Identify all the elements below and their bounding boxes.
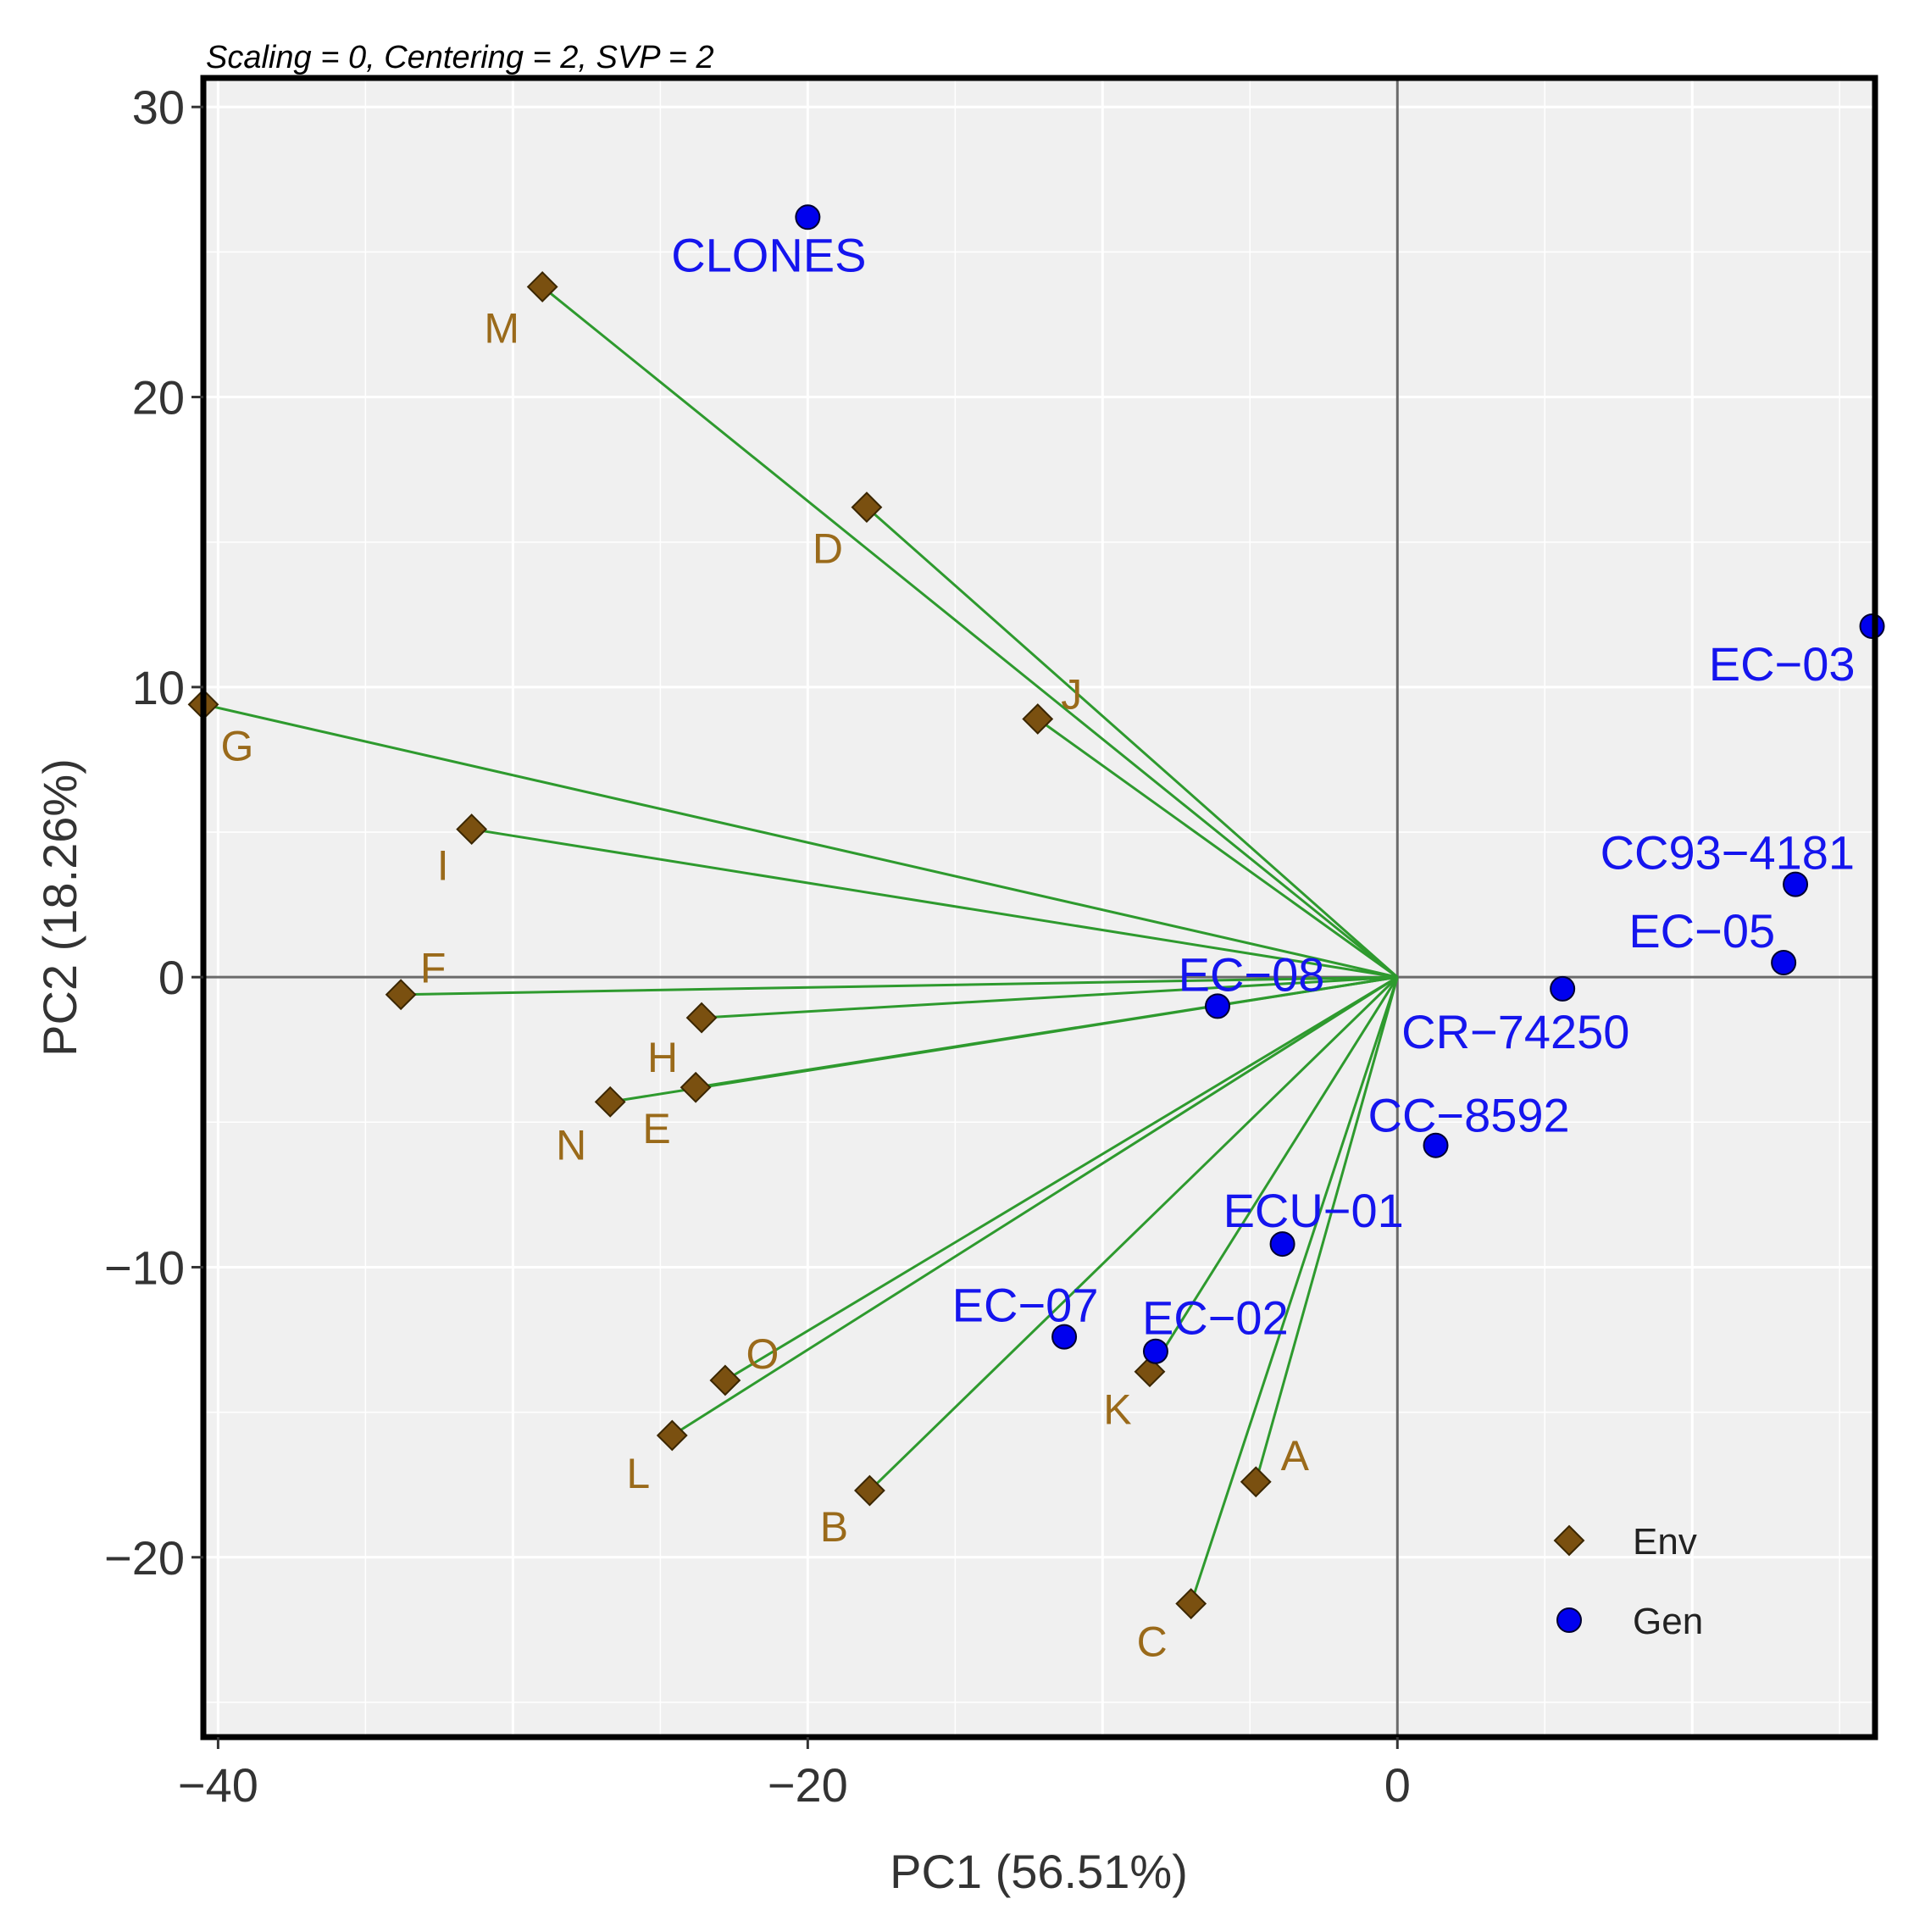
x-tick-label: 0 <box>1384 1758 1411 1812</box>
gen-marker-ec-02 <box>1142 1338 1168 1364</box>
gen-label-cc93-4181: CC93−4181 <box>1601 826 1855 880</box>
plot-panel <box>203 78 1875 1737</box>
env-marker-l <box>656 1419 688 1452</box>
gen-marker-ec-07 <box>1051 1324 1078 1350</box>
env-label-n: N <box>556 1121 586 1169</box>
env-label-f: F <box>420 945 447 992</box>
gen-label-ec-07: EC−07 <box>952 1279 1099 1332</box>
gen-label-clones: CLONES <box>671 228 866 281</box>
env-vector-m <box>541 286 1399 979</box>
y-tick-label: −20 <box>104 1531 185 1585</box>
env-marker-o <box>709 1364 741 1396</box>
y-axis-title: PC2 (18.26%) <box>33 758 86 1057</box>
env-marker-j <box>1022 703 1054 735</box>
env-vector-j <box>1036 718 1399 979</box>
env-label-a: A <box>1281 1432 1310 1480</box>
legend-gen-marker <box>1556 1607 1582 1633</box>
env-label-g: G <box>221 722 254 769</box>
env-label-o: O <box>746 1330 779 1378</box>
point-labels: M D J G I F HE N O L B K A C CLONES EC−03 CC93−4181 EC−05… <box>221 228 1856 1665</box>
y-tick-label: 0 <box>158 951 185 1004</box>
env-label-m: M <box>484 304 519 352</box>
gen-label-ec-03: EC−03 <box>1709 637 1856 691</box>
env-marker-m <box>526 271 558 303</box>
env-label-k: K <box>1103 1386 1131 1434</box>
env-label-e: E <box>642 1105 670 1152</box>
y-tick-label: 10 <box>132 661 185 714</box>
env-vector-i <box>471 828 1398 979</box>
y-tick-label: −10 <box>104 1241 185 1294</box>
env-marker-h <box>685 1002 718 1034</box>
gen-label-ec-05: EC−05 <box>1628 904 1775 958</box>
gen-marker-ec-08 <box>1205 993 1231 1019</box>
env-marker-a <box>1240 1466 1272 1498</box>
env-marker-k <box>1134 1356 1166 1388</box>
env-marker-f <box>385 979 417 1011</box>
env-vector-c <box>1190 976 1399 1605</box>
env-label-l: L <box>626 1450 650 1497</box>
gen-label-ec-02: EC−02 <box>1142 1291 1289 1345</box>
env-vector-n <box>609 975 1398 1103</box>
env-vector-g <box>202 702 1398 979</box>
env-label-b: B <box>820 1503 848 1551</box>
env-vector-o <box>724 975 1399 1382</box>
env-vector-a <box>1254 976 1399 1483</box>
legend: Env Gen <box>1553 1521 1703 1642</box>
env-vector-l <box>671 975 1399 1437</box>
plot-border <box>200 75 1878 1740</box>
env-vector-b <box>868 976 1399 1492</box>
env-vector-k <box>1148 976 1399 1373</box>
env-marker-e <box>680 1071 712 1103</box>
env-label-c: C <box>1137 1618 1168 1666</box>
y-tick-label: 30 <box>132 80 185 134</box>
env-label-i: I <box>437 842 449 890</box>
gen-marker-clones <box>795 204 821 230</box>
gen-marker-ec-05 <box>1771 950 1797 976</box>
env-marker-b <box>854 1474 885 1507</box>
env-marker-n <box>594 1085 626 1118</box>
gen-label-cr-74250: CR−74250 <box>1401 1005 1629 1058</box>
legend-env-marker <box>1553 1524 1585 1557</box>
gen-marker-cr-74250 <box>1550 975 1576 1002</box>
env-marker-d <box>851 491 883 524</box>
zero-reference-lines <box>203 78 1875 1737</box>
env-marker-i <box>456 813 488 845</box>
env-vector-d <box>865 506 1399 979</box>
env-vectors <box>202 286 1399 1605</box>
gen-label-ec-08: EC−08 <box>1179 947 1325 1001</box>
x-axis-title: PC1 (56.51%) <box>890 1845 1188 1898</box>
chart-subtitle: Scaling = 0, Centering = 2, SVP = 2 <box>206 40 714 75</box>
env-vector-h <box>701 975 1398 1019</box>
gen-label-ecu-01: ECU−01 <box>1223 1184 1404 1237</box>
env-label-h: H <box>647 1034 678 1081</box>
legend-gen-label: Gen <box>1633 1601 1703 1642</box>
axis-ticks: −40 −20 0 30 20 10 0 −10 −20 <box>104 80 1411 1812</box>
x-tick-label: −20 <box>768 1758 848 1812</box>
env-vector-f <box>401 975 1398 997</box>
y-tick-label: 20 <box>132 371 185 425</box>
gen-marker-ecu-01 <box>1269 1231 1295 1257</box>
env-label-j: J <box>1061 671 1082 719</box>
gen-marker-cc93-4181 <box>1783 871 1809 897</box>
legend-env-label: Env <box>1633 1521 1697 1563</box>
gen-marker-cc-8592 <box>1423 1132 1449 1158</box>
x-tick-label: −40 <box>178 1758 258 1812</box>
env-label-d: D <box>813 525 843 573</box>
gen-label-cc-8592: CC−8592 <box>1368 1089 1570 1142</box>
env-marker-c <box>1175 1588 1207 1619</box>
